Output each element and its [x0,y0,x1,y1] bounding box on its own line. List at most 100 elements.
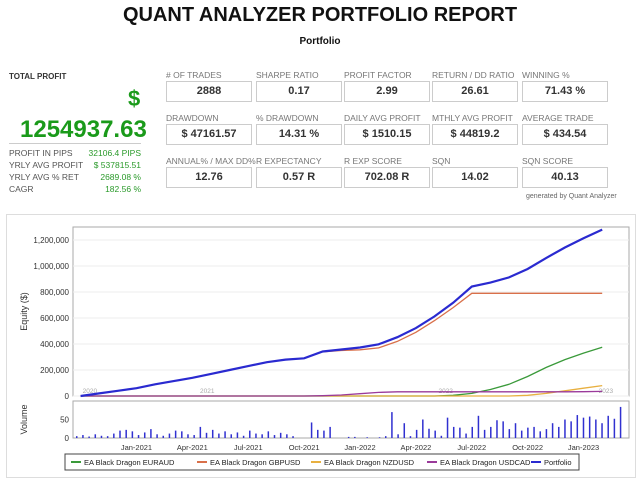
volume-bar [323,430,325,438]
stat-box: SQN 14.02 [432,156,520,188]
legend-box [64,453,580,471]
volume-bar [440,435,443,438]
volume-bar [588,416,591,438]
stat-box: % DRAWDOWN 14.31 % [256,113,344,145]
x-tick-label: Jan-2023 [568,443,599,452]
series-line [80,228,603,398]
volume-tick-label: 0 [65,434,70,443]
stat-label: SQN SCORE [522,156,574,166]
volume-bar [607,415,609,438]
y-axis-label: Equity ($) [19,292,29,331]
volume-bar [459,427,461,438]
summary-label: PROFIT IN PIPS [9,148,73,158]
x-tick-label: Jul-2021 [234,443,263,452]
volume-bar [255,433,257,438]
volume-bar [292,436,294,438]
stat-value: 702.08 R [344,167,430,188]
volume-bar [156,434,158,438]
volume-bar [533,426,535,438]
stat-label: R EXPECTANCY [256,156,322,166]
volume-bar [354,436,356,438]
volume-bar [366,437,368,438]
x-tick-label: Oct-2021 [289,443,320,452]
volume-bar [570,421,572,438]
volume-bar [286,434,288,438]
summary-value: 182.56 % [105,184,141,194]
volume-bar [106,436,109,438]
legend-entry: Portfolio [544,458,572,467]
volume-bar [100,435,103,438]
volume-bar [539,431,541,438]
volume-bar [119,430,121,438]
volume-bar [514,423,517,438]
volume-bar [205,432,208,438]
year-label: 2021 [200,388,215,395]
volume-bar [397,434,399,438]
y-tick-label: 1,200,000 [33,236,69,245]
chart-panel: 0 200,000 400,000 600,000 800,000 1,000,000 1,… [6,214,636,478]
stat-box: R EXP SCORE 702.08 R [344,156,432,188]
volume-bar [94,434,97,438]
stat-label: PROFIT FACTOR [344,70,412,80]
stat-label: MTHLY AVG PROFIT [432,113,513,123]
stat-label: RETURN / DD RATIO [432,70,515,80]
volume-bar [558,426,560,438]
volume-bar [545,429,548,438]
legend-entry: EA Black Dragon USDCAD [440,458,531,467]
x-tick-label: Jan-2021 [121,443,152,452]
volume-bar [582,417,585,438]
summary-row: YRLY AVG % RET 2689.08 % [9,172,141,182]
volume-bar [490,426,492,438]
stat-value: 40.13 [522,167,608,188]
stat-value: 0.57 R [256,167,342,188]
x-tick-label: Oct-2022 [512,443,543,452]
stat-label: % DRAWDOWN [256,113,319,123]
stat-label: ANNUAL% / MAX DD% [166,156,256,166]
volume-bar [415,429,418,438]
y-tick-label: 600,000 [40,314,69,323]
volume-bar [564,419,566,438]
year-label: 2023 [599,388,614,395]
volume-bar [181,431,183,438]
summary-row: CAGR 182.56 % [9,184,141,194]
legend-entry: EA Black Dragon NZDUSD [324,458,415,467]
volume-bar [199,426,202,438]
volume-axis-label: Volume [19,404,29,434]
volume-bar [471,426,474,438]
total-profit-value: 1254937.63 [20,116,147,143]
stat-label: DRAWDOWN [166,113,219,123]
volume-bar [125,429,127,438]
volume-bar [113,433,115,438]
stat-value: $ 44819.2 [432,124,518,145]
volume-bar [150,429,152,438]
volume-bar [310,422,313,438]
volume-bar [137,435,140,438]
volume-bar [619,406,622,438]
stat-value: $ 47161.57 [166,124,252,145]
volume-bar [446,417,449,438]
volume-bar [143,432,146,438]
summary-value: 2689.08 % [100,172,141,182]
stat-value: 71.43 % [522,81,608,102]
volume-bar [88,436,90,438]
volume-bar [249,430,251,438]
stat-box: AVERAGE TRADE $ 434.54 [522,113,610,145]
x-tick-label: Apr-2022 [400,443,431,452]
y-tick-label: 200,000 [40,366,69,375]
stat-label: SQN [432,156,451,166]
series-line [80,346,603,397]
volume-bar [267,431,270,438]
volume-bar [242,435,245,438]
summary-value: 32106.4 PIPS [88,148,141,158]
volume-bar [428,428,430,438]
volume-bar [187,434,189,438]
y-tick-label: 400,000 [40,340,69,349]
volume-bar [551,423,554,438]
report-title: QUANT ANALYZER PORTFOLIO REPORT [122,4,518,26]
stat-value: 26.61 [432,81,518,102]
y-tick-label: 800,000 [40,288,69,297]
currency-symbol: $ [128,86,141,111]
stat-label: WINNING % [522,70,570,80]
stat-box: WINNING % 71.43 % [522,70,610,102]
stat-box: MTHLY AVG PROFIT $ 44819.2 [432,113,520,145]
